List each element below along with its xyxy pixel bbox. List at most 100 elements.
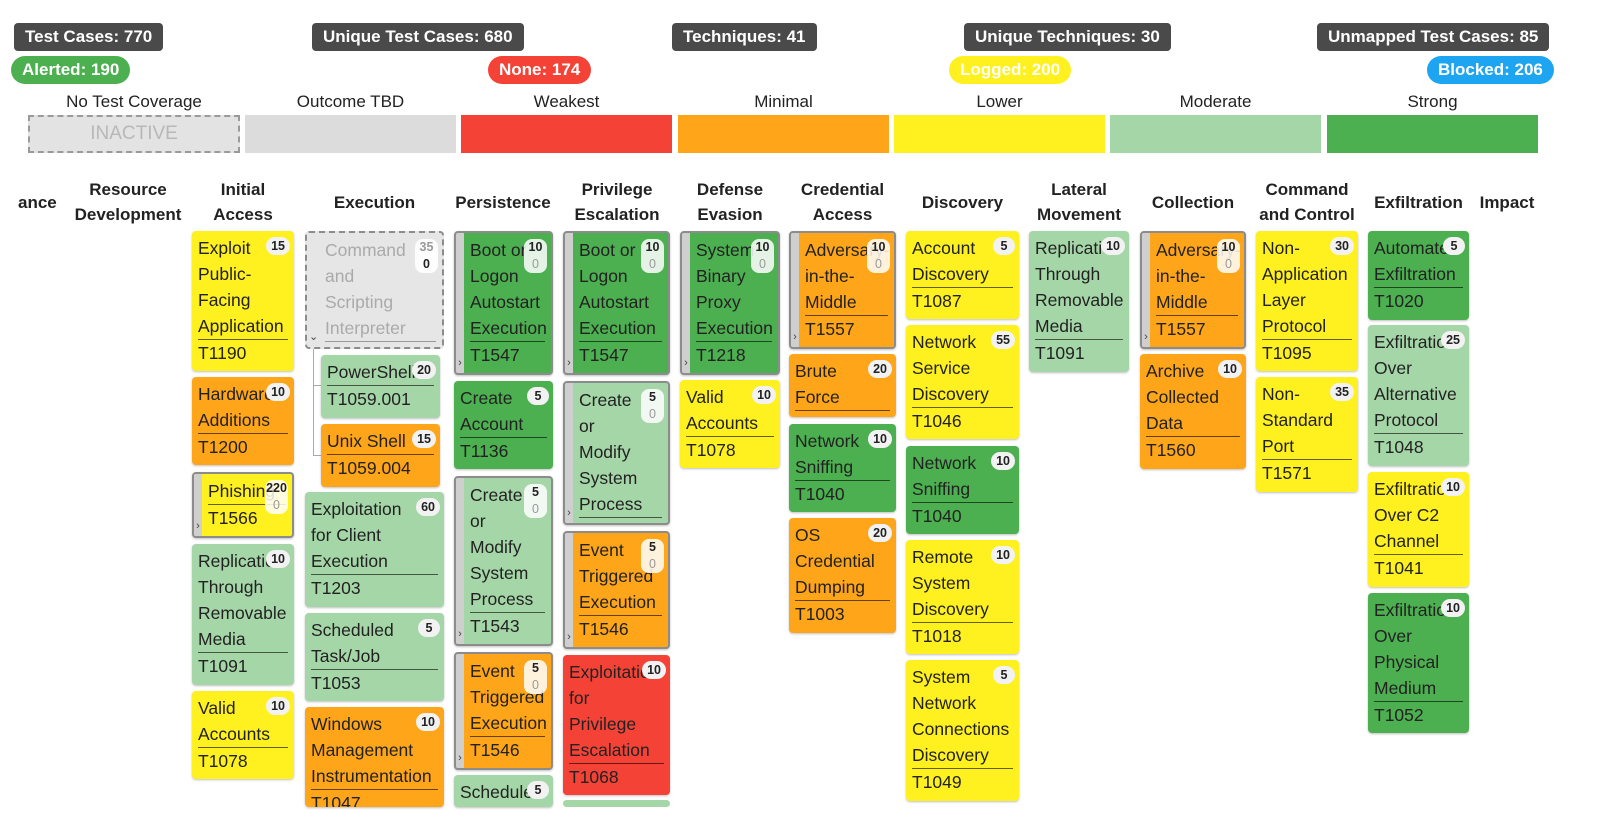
- expand-chevron-icon[interactable]: ›: [567, 631, 571, 643]
- technique-card-replication-removable-media[interactable]: Replication Through Removable Media T109…: [192, 544, 294, 685]
- technique-card-create-account[interactable]: Create Account T1136 5: [454, 381, 553, 469]
- test-count-badge: 60: [416, 498, 440, 516]
- test-count-badge: 10: [868, 430, 892, 448]
- technique-card-phishing[interactable]: Phishing T1566 220 0 ›: [192, 472, 294, 538]
- technique-id: T1059: [325, 342, 436, 347]
- technique-card-exploitation-client-execution[interactable]: Exploitation for Client Execution T1203 …: [305, 492, 444, 607]
- technique-card-exploitation-privilege-escalation[interactable]: Exploitation for Privilege Escalation T1…: [563, 655, 670, 795]
- test-count-badge: 5: [993, 666, 1015, 684]
- technique-card-exfiltration-c2-channel[interactable]: Exfiltration Over C2 Channel T1041 10: [1368, 472, 1469, 587]
- technique-card-create-modify-system-process[interactable]: Create or Modify System Process T1543 50…: [563, 381, 670, 525]
- technique-id: T1095: [1262, 343, 1312, 363]
- test-count-badge: 55: [991, 331, 1015, 349]
- test-count-badge: 5: [527, 387, 549, 405]
- legend-minimal-box[interactable]: [678, 115, 889, 153]
- technique-id: T1203: [311, 578, 361, 598]
- badge-sub-count: 0: [1225, 257, 1232, 271]
- subtechnique-card-powershell[interactable]: PowerShell T1059.001 20: [321, 355, 440, 418]
- badge-sub-count: 0: [759, 257, 766, 271]
- legend-tbd-box[interactable]: [245, 115, 456, 153]
- technique-card-valid-accounts[interactable]: Valid Accounts T1078 10: [680, 380, 780, 468]
- none-badge[interactable]: None: 174: [488, 56, 592, 84]
- expand-chevron-icon[interactable]: ›: [458, 357, 462, 369]
- technique-card-exploit-public-facing[interactable]: Exploit Public-Facing Application T1190 …: [192, 231, 294, 371]
- technique-id: T1003: [795, 604, 845, 624]
- logged-badge[interactable]: Logged: 200: [949, 56, 1072, 84]
- expand-chevron-icon[interactable]: ›: [567, 507, 571, 519]
- alerted-badge[interactable]: Alerted: 190: [11, 56, 131, 84]
- tactic-privilege-escalation: Privilege Escalation: [563, 177, 671, 227]
- technique-card-non-standard-port[interactable]: Non-Standard Port T1571 35: [1256, 377, 1358, 492]
- technique-card-system-network-connections-discovery[interactable]: System Network Connections Discovery T10…: [906, 660, 1019, 801]
- test-count-badge: 10: [266, 550, 290, 568]
- technique-id: T1546: [579, 619, 629, 639]
- legend-label-minimal: Minimal: [754, 92, 813, 111]
- technique-card-non-application-layer-protocol[interactable]: Non-Application Layer Protocol T1095 30: [1256, 231, 1358, 371]
- tactic-command-and-control-line2: and Control: [1259, 205, 1355, 224]
- collapse-chevron-icon[interactable]: ⌄: [309, 331, 319, 343]
- technique-card-replication-removable-media[interactable]: Replication Through Removable Media T109…: [1029, 231, 1129, 372]
- technique-card-account-discovery[interactable]: Account Discovery T1087 5: [906, 231, 1019, 319]
- legend-strong-box[interactable]: [1327, 115, 1538, 153]
- technique-card-network-service-discovery[interactable]: Network Service Discovery T1046 55: [906, 325, 1019, 439]
- expand-chevron-icon[interactable]: ›: [458, 752, 462, 764]
- technique-card-scheduled-task[interactable]: Scheduled Task/Job T1053 5: [305, 613, 444, 701]
- technique-card-archive-collected-data[interactable]: Archive Collected Data T1560 10: [1140, 354, 1246, 469]
- blocked-badge[interactable]: Blocked: 206: [1427, 56, 1554, 84]
- test-count-badge: 10 0: [751, 239, 774, 273]
- technique-id: T1068: [569, 767, 619, 787]
- expand-chevron-icon[interactable]: ›: [1144, 331, 1148, 343]
- technique-card-exfiltration-alternative-protocol[interactable]: Exfiltration Over Alternative Protocol T…: [1368, 325, 1469, 466]
- expand-chevron-icon[interactable]: ›: [458, 628, 462, 640]
- technique-name: Event Triggered Execution: [579, 537, 662, 616]
- technique-card-network-sniffing[interactable]: Network Sniffing T1040 10: [906, 446, 1019, 534]
- technique-card-adversary-in-the-middle[interactable]: Adversary-in-the-Middle T1557 10 0 ›: [1140, 231, 1246, 349]
- tactic-defense-evasion-line1: Defense: [696, 180, 764, 199]
- technique-id: T1059.001: [327, 389, 411, 409]
- technique-card-os-credential-dumping[interactable]: OS Credential Dumping T1003 20: [789, 518, 896, 633]
- technique-card-automated-exfiltration[interactable]: Automated Exfiltration T1020 5: [1368, 231, 1469, 320]
- technique-card-network-sniffing[interactable]: Network Sniffing T1040 10: [789, 424, 896, 512]
- technique-card-valid-accounts[interactable]: Valid Accounts T1078 10: [192, 691, 294, 779]
- technique-id: T1041: [1374, 558, 1424, 578]
- technique-name: Valid Accounts: [198, 695, 288, 748]
- legend-lower-box[interactable]: [894, 115, 1105, 153]
- badge-count: 5: [532, 485, 539, 499]
- legend-inactive-box[interactable]: INACTIVE: [28, 115, 240, 153]
- technique-card-adversary-in-the-middle[interactable]: Adversary-in-the-Middle T1557 10 0 ›: [789, 231, 896, 349]
- legend-moderate-box[interactable]: [1110, 115, 1321, 153]
- tactic-resource-development: Resource Development: [68, 177, 188, 227]
- techniques-stat: Techniques: 41: [672, 23, 817, 51]
- legend-weakest-box[interactable]: [461, 115, 672, 153]
- technique-id: T1078: [686, 440, 736, 460]
- expand-chevron-icon[interactable]: ›: [793, 331, 797, 343]
- technique-card-remote-system-discovery[interactable]: Remote System Discovery T1018 10: [906, 540, 1019, 654]
- technique-card-hardware-additions[interactable]: Hardware Additions T1200 10: [192, 377, 294, 465]
- technique-card-brute-force[interactable]: Brute Force T1110 20: [789, 354, 896, 417]
- technique-card-boot-logon-autostart[interactable]: Boot or Logon Autostart Execution T1547 …: [563, 231, 670, 375]
- technique-id: T1200: [198, 437, 248, 457]
- badge-sub-count: 0: [649, 557, 656, 571]
- technique-card-exfiltration-physical-medium[interactable]: Exfiltration Over Physical Medium T1052 …: [1368, 593, 1469, 733]
- technique-id: T1557: [1156, 319, 1206, 339]
- technique-card-command-scripting-interpreter[interactable]: Command and Scripting Interpreter T1059 …: [305, 231, 444, 349]
- technique-card-partial[interactable]: [563, 800, 670, 807]
- technique-card-system-binary-proxy[interactable]: System Binary Proxy Execution T1218 10 0 …: [680, 231, 780, 375]
- subtechnique-card-unix-shell[interactable]: Unix Shell T1059.004 15: [321, 424, 440, 487]
- technique-card-boot-logon-autostart[interactable]: Boot or Logon Autostart Execution T1547 …: [454, 231, 553, 375]
- expand-chevron-icon[interactable]: ›: [567, 357, 571, 369]
- expand-chevron-icon[interactable]: ›: [196, 520, 200, 532]
- expand-chevron-icon[interactable]: ›: [684, 357, 688, 369]
- unique-test-cases-stat: Unique Test Cases: 680: [312, 23, 524, 51]
- technique-card-scheduled-task[interactable]: Scheduled Task/Job 5: [454, 775, 553, 807]
- technique-name: Phishing: [208, 478, 286, 505]
- technique-name: Scheduled Task/Job: [311, 617, 438, 670]
- technique-card-wmi[interactable]: Windows Management Instrumentation T1047…: [305, 707, 444, 807]
- technique-name: Unix Shell: [327, 428, 434, 455]
- technique-id: T1110: [795, 411, 890, 417]
- technique-id: T1020: [1374, 291, 1424, 311]
- subtechnique-tree-line: [313, 349, 314, 455]
